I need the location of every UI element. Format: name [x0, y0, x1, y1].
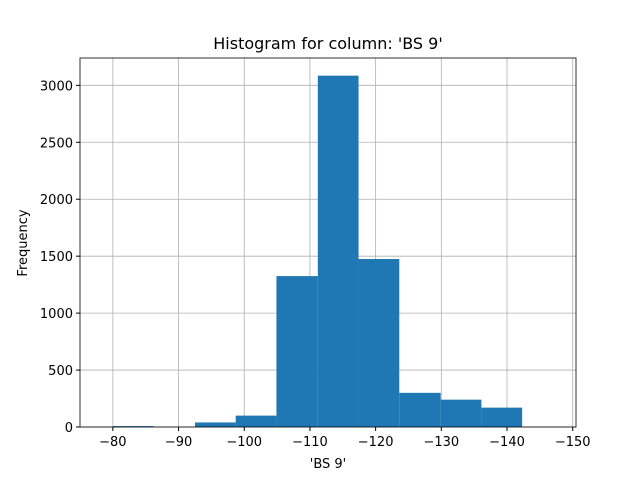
layer: 0 500 1000 1500 2000 2500 3000 −80 −90 −100 −110 −1…: [40, 57, 591, 450]
bar: [276, 276, 318, 427]
plot-frame: [79, 57, 577, 428]
x-tick-label: −130: [423, 435, 459, 450]
y-tick-label: 1500: [40, 250, 73, 265]
y-tick-label: 1000: [40, 307, 73, 322]
bar: [358, 259, 400, 427]
bar: [194, 422, 236, 427]
y-tick-label: 2000: [40, 193, 73, 208]
x-tick-label: −100: [226, 435, 262, 450]
bar: [481, 407, 523, 427]
y-tick-label: 0: [65, 421, 73, 436]
chart-title: Histogram for column: 'BS 9': [213, 34, 442, 53]
bar: [317, 75, 359, 428]
x-tick-label: −110: [292, 435, 328, 450]
y-tick-label: 3000: [40, 79, 73, 94]
y-axis-label: Frequency: [16, 209, 31, 276]
bar: [112, 426, 154, 427]
y-tick-label: 2500: [40, 136, 73, 151]
y-tick-label: 500: [48, 364, 73, 379]
x-tick-label: −80: [99, 435, 126, 450]
x-axis-label: 'BS 9': [310, 457, 347, 472]
layer: [112, 75, 523, 428]
bar: [235, 415, 277, 427]
bar: [440, 399, 482, 427]
x-tick-label: −120: [358, 435, 394, 450]
x-tick-label: −150: [555, 435, 591, 450]
bar: [399, 392, 441, 427]
x-tick-label: −140: [489, 435, 525, 450]
x-tick-label: −90: [165, 435, 192, 450]
